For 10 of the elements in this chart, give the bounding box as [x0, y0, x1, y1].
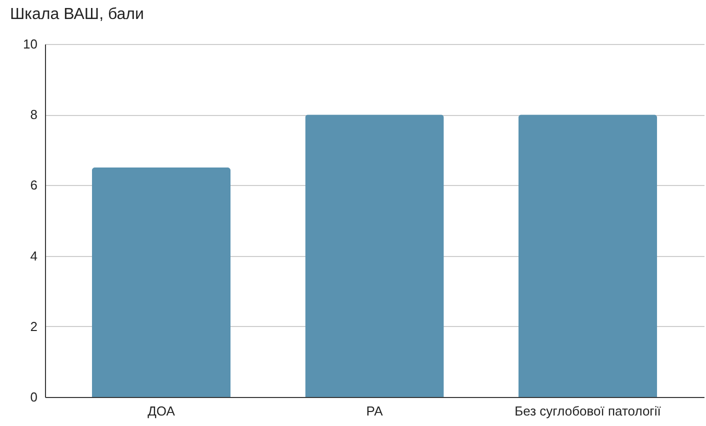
y-tick-label: 6	[30, 178, 38, 193]
x-tick-label: РА	[366, 404, 384, 418]
x-tick-label: Без суглобової патології	[514, 404, 662, 418]
y-tick-label: 4	[30, 248, 38, 264]
y-tick-label: 8	[30, 107, 38, 122]
chart-title: Шкала ВАШ, бали	[10, 6, 144, 23]
y-tick-label: 0	[30, 390, 38, 404]
x-tick-label: ДОА	[148, 404, 176, 418]
y-tick-label: 2	[30, 318, 38, 334]
y-tick-label: 10	[23, 36, 38, 52]
